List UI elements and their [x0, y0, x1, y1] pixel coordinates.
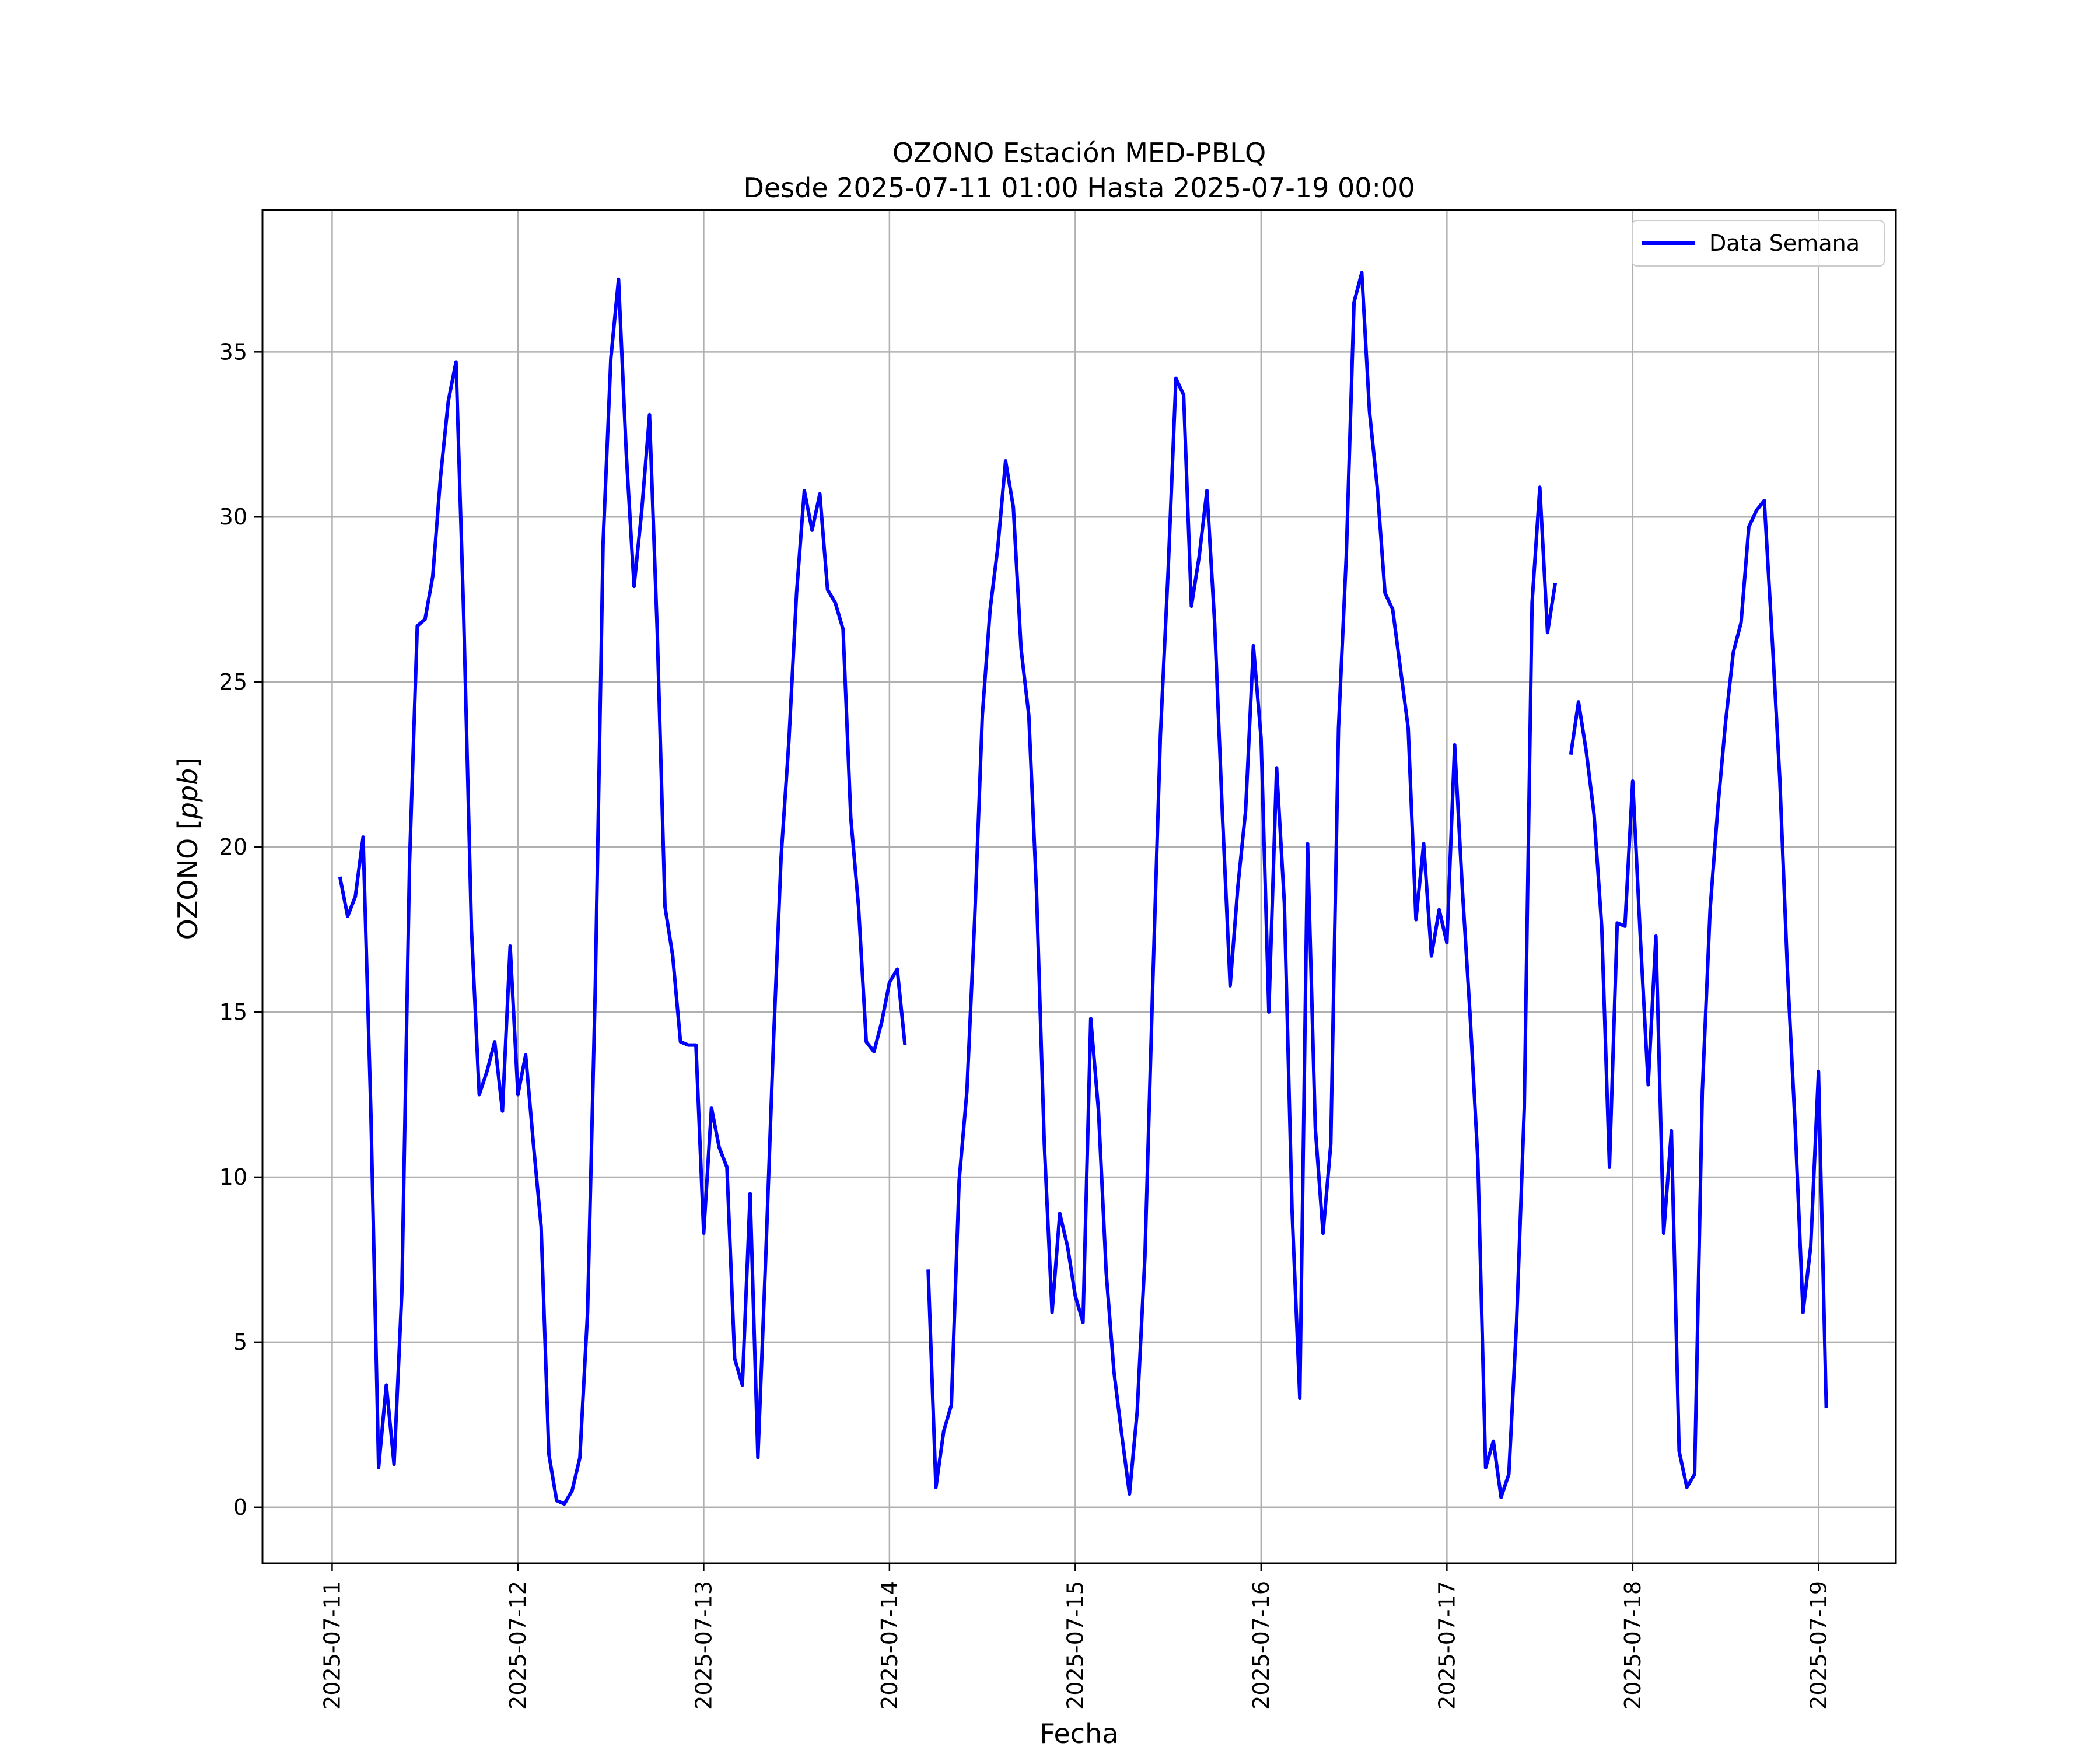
x-tick-label: 2025-07-19	[1805, 1581, 1831, 1710]
x-tick-label: 2025-07-16	[1248, 1581, 1274, 1710]
y-tick-label: 10	[219, 1164, 247, 1190]
x-tick-label: 2025-07-12	[505, 1581, 531, 1710]
plot-frame	[261, 209, 1897, 1564]
x-tick-label: 2025-07-15	[1062, 1581, 1088, 1710]
x-tick-label: 2025-07-18	[1620, 1581, 1646, 1710]
y-tick-label: 0	[233, 1494, 247, 1520]
axis-ticks: 2025-07-11 2025-07-12 2025-07-13 2025-07-14…	[219, 339, 1832, 1710]
x-tick-label: 2025-07-14	[877, 1581, 902, 1710]
series-line-segment	[1569, 499, 1828, 1489]
y-tick-label: 30	[219, 504, 247, 530]
y-tick-label: 15	[219, 999, 247, 1025]
y-axis-label: OZONO [ppb]	[172, 758, 204, 940]
series-line-segment	[926, 271, 1558, 1499]
x-tick-label: 2025-07-13	[691, 1581, 716, 1710]
chart-subtitle: Desde 2025-07-11 01:00 Hasta 2025-07-19 …	[743, 172, 1415, 204]
grid	[262, 210, 1896, 1563]
y-axis-label-unit: ppb	[172, 768, 204, 820]
legend-box	[1632, 220, 1885, 267]
legend-label-data-semana: Data Semana	[1709, 230, 1860, 256]
y-tick-label: 20	[219, 834, 247, 860]
chart-title: OZONO Estación MED-PBLQ	[892, 137, 1266, 169]
y-axis-label-suffix: ]	[172, 758, 204, 768]
y-tick-label: 5	[233, 1329, 247, 1355]
x-tick-label: 2025-07-17	[1434, 1581, 1460, 1710]
series-data-semana	[338, 271, 1828, 1506]
y-tick-label: 35	[219, 339, 247, 365]
series-line-segment	[338, 277, 907, 1506]
x-axis-label: Fecha	[1040, 1718, 1119, 1749]
legend: Data Semana	[1632, 220, 1885, 267]
y-axis-label-prefix: OZONO [	[172, 819, 204, 940]
y-tick-label: 25	[219, 669, 247, 695]
x-tick-label: 2025-07-11	[319, 1581, 345, 1710]
